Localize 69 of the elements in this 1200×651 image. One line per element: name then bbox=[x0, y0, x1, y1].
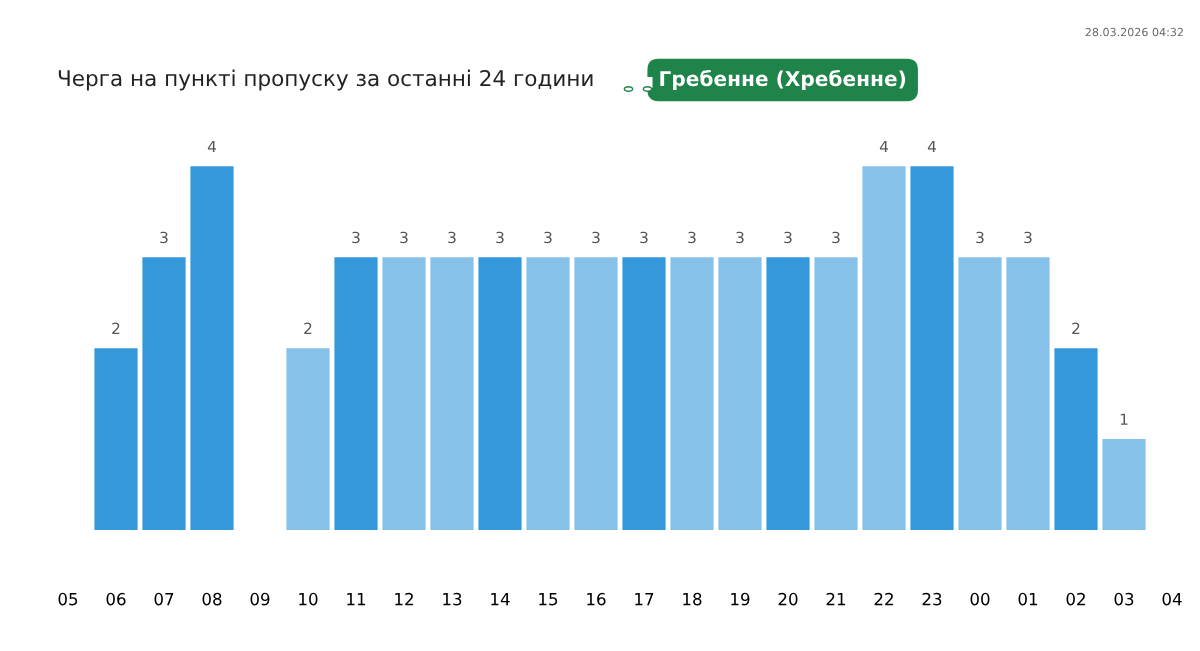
x-tick-label: 16 bbox=[587, 592, 606, 606]
data-label: 2 bbox=[112, 322, 120, 334]
x-tick-label: 13 bbox=[443, 592, 462, 606]
data-label: 2 bbox=[304, 322, 312, 334]
data-label: 4 bbox=[879, 140, 888, 153]
bar bbox=[814, 257, 858, 530]
x-tick-label: 21 bbox=[826, 592, 846, 606]
bar bbox=[334, 257, 378, 530]
bar bbox=[430, 257, 474, 530]
x-tick-label: 03 bbox=[1114, 592, 1134, 606]
x-tick-label: 14 bbox=[491, 593, 510, 606]
data-label: 3 bbox=[688, 231, 696, 244]
data-label: 3 bbox=[640, 231, 648, 244]
bar bbox=[862, 166, 906, 530]
data-label: 3 bbox=[496, 231, 504, 244]
bar bbox=[766, 257, 810, 530]
x-tick-label: 22 bbox=[874, 592, 893, 606]
text: Гребенне (Хребенне) bbox=[660, 69, 906, 91]
bar bbox=[142, 257, 186, 530]
chart-title: Черга на пункті пропуску за останні 24 години bbox=[58, 69, 593, 91]
data-label: 3 bbox=[784, 231, 792, 244]
x-tick-label: 11 bbox=[347, 593, 366, 606]
bar bbox=[478, 257, 522, 530]
data-label: 3 bbox=[592, 231, 600, 244]
bar bbox=[910, 166, 954, 530]
x-tick-label: 19 bbox=[731, 592, 750, 606]
data-label: 3 bbox=[448, 231, 456, 244]
bar bbox=[622, 257, 666, 530]
x-tick-label: 17 bbox=[635, 593, 654, 606]
bar bbox=[718, 257, 762, 530]
x-tick-label: 20 bbox=[778, 592, 798, 606]
data-label: 1 bbox=[1120, 413, 1128, 425]
text: 28.03.2026 04:32 bbox=[1085, 27, 1183, 37]
bar bbox=[670, 257, 714, 530]
data-label: 2 bbox=[1072, 322, 1080, 334]
data-label: 3 bbox=[400, 231, 408, 244]
x-tick-label: 04 bbox=[1162, 592, 1182, 606]
bar bbox=[94, 348, 138, 530]
x-tick-label: 06 bbox=[106, 592, 126, 606]
bar bbox=[190, 166, 234, 530]
bar bbox=[286, 348, 330, 530]
x-tick-label: 23 bbox=[922, 592, 942, 606]
bar bbox=[382, 257, 426, 530]
x-tick-label: 08 bbox=[202, 592, 222, 606]
bar bbox=[526, 257, 570, 530]
bar bbox=[958, 257, 1002, 530]
data-label: 3 bbox=[976, 231, 984, 244]
x-tick-label: 05 bbox=[58, 592, 78, 606]
bar bbox=[1054, 348, 1098, 530]
data-label: 3 bbox=[544, 231, 552, 244]
data-label: 3 bbox=[736, 231, 744, 244]
x-tick-label: 01 bbox=[1018, 592, 1038, 606]
bar bbox=[1102, 439, 1146, 530]
x-tick-label: 15 bbox=[539, 593, 558, 606]
data-label: 3 bbox=[352, 231, 360, 244]
bar bbox=[1006, 257, 1050, 530]
data-label: 3 bbox=[1024, 231, 1032, 244]
bar bbox=[574, 257, 618, 530]
data-label: 3 bbox=[160, 231, 168, 244]
x-tick-label: 18 bbox=[683, 592, 702, 606]
x-tick-label: 07 bbox=[154, 592, 174, 606]
x-tick-label: 12 bbox=[395, 592, 413, 606]
data-label: 4 bbox=[927, 140, 936, 153]
data-label: 3 bbox=[832, 231, 840, 244]
x-tick-label: 10 bbox=[299, 592, 318, 606]
x-tick-label: 09 bbox=[250, 592, 270, 606]
data-label: 4 bbox=[207, 140, 216, 153]
x-tick-label: 00 bbox=[970, 592, 990, 606]
x-tick-label: 02 bbox=[1066, 592, 1085, 606]
